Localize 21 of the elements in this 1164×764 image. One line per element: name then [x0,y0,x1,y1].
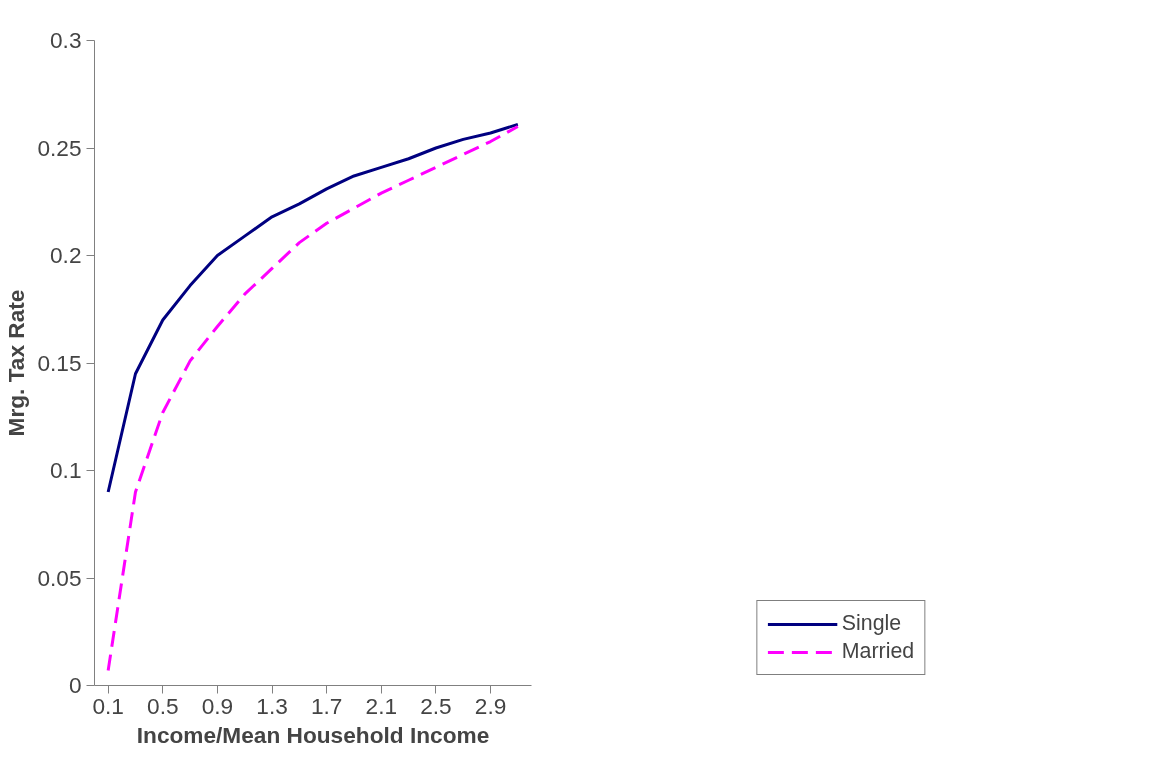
line-series [106,125,520,672]
x-tick-label: 1.3 [256,692,288,719]
y-tick-label: 0.2 [50,242,82,268]
y-tick-label: 0.05 [37,564,82,591]
x-axis-title: Income/Mean Household Income [136,721,490,748]
x-tick-label: 0.1 [92,692,124,719]
y-tick-label: 0.15 [37,349,82,376]
x-tick-label: 1.7 [310,692,343,719]
x-tick-label: 0.9 [201,692,234,719]
y-tick-label: 0.1 [50,457,82,483]
x-tick-label: 2.5 [420,692,452,719]
legend-label: Single [841,611,902,636]
y-tick-label: 0.3 [50,27,82,53]
x-tick-label: 0.5 [147,692,179,719]
legend-label: Married [841,639,915,664]
y-axis-title: Mrg. Tax Rate [3,289,30,437]
y-tick-label: 0 [68,672,82,698]
line-series [106,122,520,494]
y-tick-label: 0.25 [37,134,82,161]
x-tick-label: 2.9 [474,692,507,719]
x-tick-label: 2.1 [365,692,398,719]
